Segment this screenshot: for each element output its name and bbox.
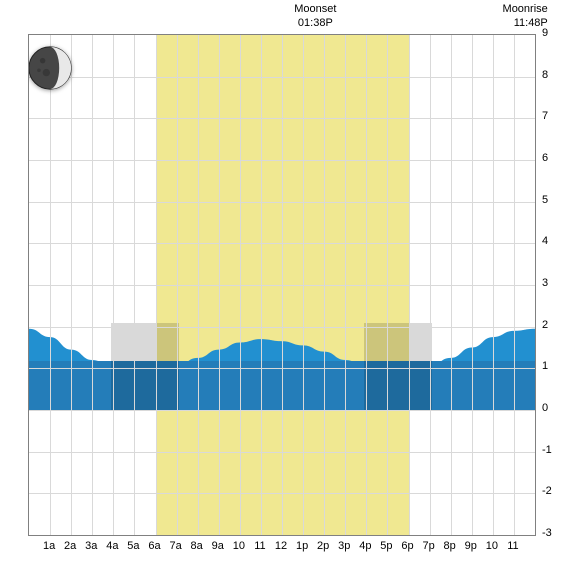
moonrise-time: 11:48P (492, 16, 548, 30)
x-tick-label: 9a (208, 540, 228, 552)
x-tick-label: 6a (145, 540, 165, 552)
x-tick-label: 11 (250, 540, 270, 552)
y-tick-label: -3 (542, 527, 562, 539)
y-tick-label: 7 (542, 110, 562, 122)
moonset-title: Moonset (290, 2, 340, 16)
x-tick-label: 7p (419, 540, 439, 552)
x-tick-label: 6p (398, 540, 418, 552)
y-tick-label: 1 (542, 360, 562, 372)
y-tick-label: 8 (542, 69, 562, 81)
x-tick-label: 8p (440, 540, 460, 552)
y-tick-label: -2 (542, 485, 562, 497)
y-tick-label: 6 (542, 152, 562, 164)
moonset-time: 01:38P (290, 16, 340, 30)
x-tick-label: 10 (482, 540, 502, 552)
x-tick-label: 3p (334, 540, 354, 552)
moonset-label: Moonset 01:38P (290, 2, 340, 31)
x-tick-label: 8a (187, 540, 207, 552)
y-tick-label: 2 (542, 319, 562, 331)
y-tick-label: -1 (542, 444, 562, 456)
y-tick-label: 0 (542, 402, 562, 414)
x-tick-label: 5p (376, 540, 396, 552)
x-tick-label: 11 (503, 540, 523, 552)
x-tick-label: 12 (271, 540, 291, 552)
tide-chart-container: Moonset 01:38P Moonrise 11:48P 1a2a3a4a5… (0, 0, 570, 570)
x-tick-label: 9p (461, 540, 481, 552)
moonrise-title: Moonrise (492, 2, 548, 16)
y-tick-label: 5 (542, 194, 562, 206)
x-tick-label: 1a (39, 540, 59, 552)
y-tick-label: 3 (542, 277, 562, 289)
x-tick-label: 3a (81, 540, 101, 552)
y-tick-label: 4 (542, 235, 562, 247)
x-tick-label: 2a (60, 540, 80, 552)
chart-plot-area (28, 34, 536, 536)
x-tick-label: 7a (166, 540, 186, 552)
x-tick-label: 2p (313, 540, 333, 552)
x-tick-label: 10 (229, 540, 249, 552)
y-tick-label: 9 (542, 27, 562, 39)
x-tick-label: 4p (355, 540, 375, 552)
moon-phase-icon (28, 45, 73, 91)
x-tick-label: 4a (102, 540, 122, 552)
moonrise-label: Moonrise 11:48P (492, 2, 548, 31)
x-tick-label: 5a (123, 540, 143, 552)
x-tick-label: 1p (292, 540, 312, 552)
